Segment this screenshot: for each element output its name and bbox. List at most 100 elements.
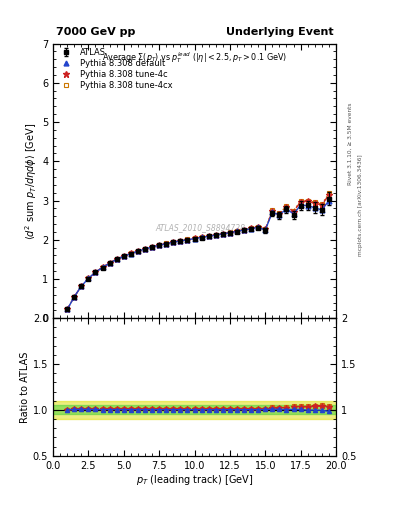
Y-axis label: $\langle d^2$ sum $p_T/d\eta d\phi\rangle$ [GeV]: $\langle d^2$ sum $p_T/d\eta d\phi\rangl… — [23, 122, 39, 240]
Pythia 8.308 tune-4cx — [199, 234, 204, 240]
Pythia 8.308 tune-4c — [129, 250, 133, 257]
Text: Underlying Event: Underlying Event — [226, 27, 333, 37]
Pythia 8.308 tune-4cx — [143, 246, 147, 252]
Pythia 8.308 tune-4cx — [178, 238, 183, 244]
Pythia 8.308 default — [263, 227, 268, 233]
Pythia 8.308 default — [298, 202, 303, 208]
Pythia 8.308 default — [327, 198, 331, 204]
Pythia 8.308 tune-4cx — [220, 230, 225, 237]
Pythia 8.308 tune-4c — [206, 233, 211, 239]
Text: Average $\Sigma(p_T)$ vs $p_T^{lead}$ ($|\eta| < 2.5, p_T > 0.1$ GeV): Average $\Sigma(p_T)$ vs $p_T^{lead}$ ($… — [102, 50, 287, 66]
Pythia 8.308 default — [277, 212, 282, 218]
Pythia 8.308 default — [320, 207, 324, 213]
Pythia 8.308 tune-4cx — [164, 240, 169, 246]
Pythia 8.308 default — [121, 253, 126, 260]
Pythia 8.308 tune-4cx — [284, 203, 289, 209]
Pythia 8.308 tune-4c — [121, 253, 126, 259]
Pythia 8.308 tune-4c — [65, 306, 70, 312]
Pythia 8.308 tune-4cx — [320, 201, 324, 207]
Pythia 8.308 default — [79, 283, 84, 289]
Pythia 8.308 tune-4cx — [136, 248, 140, 254]
Pythia 8.308 tune-4cx — [270, 207, 275, 214]
Pythia 8.308 default — [270, 209, 275, 216]
Pythia 8.308 tune-4cx — [263, 226, 268, 232]
Pythia 8.308 default — [220, 231, 225, 237]
Pythia 8.308 tune-4c — [114, 256, 119, 262]
Pythia 8.308 tune-4cx — [107, 260, 112, 266]
Pythia 8.308 tune-4c — [72, 294, 77, 300]
Text: ATLAS_2010_S8894728: ATLAS_2010_S8894728 — [155, 223, 245, 232]
Pythia 8.308 tune-4c — [263, 226, 268, 232]
Pythia 8.308 tune-4cx — [327, 190, 331, 197]
Pythia 8.308 default — [100, 264, 105, 270]
Pythia 8.308 tune-4c — [213, 232, 218, 238]
Pythia 8.308 tune-4c — [192, 236, 197, 242]
Pythia 8.308 tune-4cx — [100, 264, 105, 270]
Pythia 8.308 tune-4c — [185, 237, 190, 243]
Pythia 8.308 default — [199, 234, 204, 241]
Pythia 8.308 default — [305, 203, 310, 209]
Pythia 8.308 tune-4cx — [157, 242, 162, 248]
Pythia 8.308 default — [312, 205, 317, 211]
Pythia 8.308 tune-4c — [256, 224, 261, 230]
Pythia 8.308 default — [164, 241, 169, 247]
Pythia 8.308 tune-4cx — [121, 253, 126, 259]
Pythia 8.308 default — [213, 232, 218, 238]
Pythia 8.308 default — [65, 306, 70, 312]
Pythia 8.308 default — [235, 228, 239, 234]
Pythia 8.308 default — [242, 227, 246, 233]
Pythia 8.308 default — [107, 260, 112, 266]
Pythia 8.308 tune-4cx — [114, 256, 119, 262]
Pythia 8.308 tune-4c — [143, 246, 147, 252]
Pythia 8.308 default — [93, 269, 98, 275]
Pythia 8.308 tune-4cx — [86, 275, 91, 282]
Pythia 8.308 default — [171, 239, 176, 245]
Pythia 8.308 tune-4c — [107, 260, 112, 266]
Line: Pythia 8.308 tune-4cx: Pythia 8.308 tune-4cx — [65, 191, 331, 312]
Pythia 8.308 tune-4c — [291, 208, 296, 215]
Pythia 8.308 default — [129, 250, 133, 257]
Pythia 8.308 tune-4cx — [206, 233, 211, 239]
Pythia 8.308 tune-4c — [157, 242, 162, 248]
Pythia 8.308 tune-4cx — [213, 231, 218, 238]
Pythia 8.308 tune-4cx — [277, 210, 282, 217]
Pythia 8.308 default — [114, 256, 119, 262]
Legend: ATLAS, Pythia 8.308 default, Pythia 8.308 tune-4c, Pythia 8.308 tune-4cx: ATLAS, Pythia 8.308 default, Pythia 8.30… — [55, 46, 174, 92]
Pythia 8.308 tune-4cx — [65, 306, 70, 312]
Text: Rivet 3.1.10, ≥ 3.5M events: Rivet 3.1.10, ≥ 3.5M events — [348, 102, 353, 185]
Pythia 8.308 tune-4c — [93, 269, 98, 275]
Pythia 8.308 tune-4c — [150, 244, 154, 250]
Pythia 8.308 default — [228, 230, 232, 236]
Pythia 8.308 tune-4c — [305, 198, 310, 204]
Pythia 8.308 tune-4cx — [298, 198, 303, 204]
Pythia 8.308 tune-4cx — [171, 239, 176, 245]
Pythia 8.308 default — [249, 225, 253, 231]
Pythia 8.308 default — [256, 224, 261, 230]
Pythia 8.308 tune-4c — [136, 248, 140, 254]
Pythia 8.308 tune-4cx — [150, 244, 154, 250]
Pythia 8.308 tune-4cx — [93, 269, 98, 275]
Pythia 8.308 tune-4c — [270, 208, 275, 214]
Pythia 8.308 tune-4cx — [242, 226, 246, 232]
Pythia 8.308 default — [143, 246, 147, 252]
Pythia 8.308 tune-4cx — [79, 283, 84, 289]
Pythia 8.308 tune-4c — [320, 202, 324, 208]
Text: mcplots.cern.ch [arXiv:1306.3436]: mcplots.cern.ch [arXiv:1306.3436] — [358, 154, 364, 255]
Pythia 8.308 tune-4c — [235, 228, 239, 234]
Pythia 8.308 tune-4cx — [129, 250, 133, 257]
Pythia 8.308 default — [136, 248, 140, 254]
X-axis label: $p_T$ (leading track) [GeV]: $p_T$ (leading track) [GeV] — [136, 473, 253, 487]
Pythia 8.308 tune-4c — [327, 191, 331, 198]
Pythia 8.308 tune-4cx — [291, 207, 296, 214]
Line: Pythia 8.308 tune-4c: Pythia 8.308 tune-4c — [64, 191, 332, 313]
Y-axis label: Ratio to ATLAS: Ratio to ATLAS — [20, 351, 30, 423]
Pythia 8.308 tune-4c — [171, 239, 176, 245]
Pythia 8.308 tune-4c — [86, 275, 91, 282]
Pythia 8.308 default — [72, 294, 77, 300]
Pythia 8.308 default — [86, 275, 91, 282]
Pythia 8.308 tune-4c — [178, 238, 183, 244]
Pythia 8.308 tune-4c — [199, 234, 204, 240]
Pythia 8.308 tune-4c — [164, 241, 169, 247]
Pythia 8.308 tune-4c — [312, 200, 317, 206]
Pythia 8.308 tune-4c — [284, 204, 289, 210]
